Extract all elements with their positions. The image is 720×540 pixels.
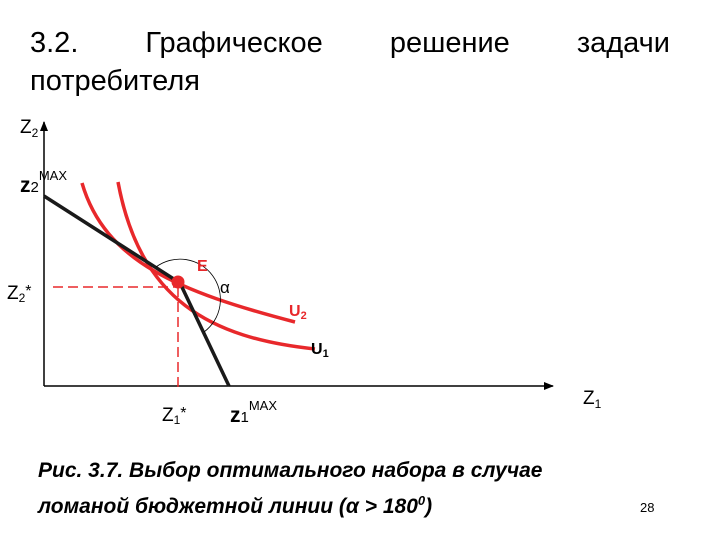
title-line-2: потребителя: [30, 65, 200, 97]
y-axis-label: Z2: [20, 117, 39, 140]
kinked-budget-line: [43, 194, 231, 387]
angle-alpha-label: α: [220, 278, 230, 297]
u2-label: U2: [289, 303, 307, 322]
title-word-2: Графическое: [145, 27, 323, 59]
indifference-curve-u1: [116, 181, 316, 351]
angle-arc: [155, 258, 221, 333]
title-word-4: задачи: [576, 27, 670, 59]
caption-superscript: 0: [417, 493, 426, 508]
slide-title: 3.2. Графическое решение задачи потребит…: [30, 24, 670, 100]
z1-star-label: Z1*: [162, 405, 187, 427]
slide-number: 28: [640, 500, 655, 515]
caption-line-2-text: ломаной бюджетной линии (α > 180: [38, 495, 418, 518]
caption-line-2-end: ): [425, 495, 433, 518]
x-axis-label: Z1: [583, 388, 602, 411]
title-word-1: 3.2.: [30, 27, 79, 59]
caption-line-1: Рис. 3.7. Выбор оптимального набора в сл…: [38, 459, 543, 482]
title-word-3: решение: [389, 27, 510, 59]
figure-caption: Рис. 3.7. Выбор оптимального набора в сл…: [38, 456, 638, 522]
z1-max-label: z1MAX: [230, 398, 277, 427]
z2-max-label: z2MAX: [20, 168, 67, 197]
point-e-label: E: [197, 258, 208, 275]
optimum-point-e: [171, 275, 185, 289]
u1-label: U1: [311, 341, 329, 360]
caption-line-2: ломаной бюджетной линии (α > 1800): [38, 486, 638, 522]
z2-star-label: Z2*: [7, 283, 32, 305]
title-line-1: 3.2. Графическое решение задачи: [30, 24, 670, 62]
